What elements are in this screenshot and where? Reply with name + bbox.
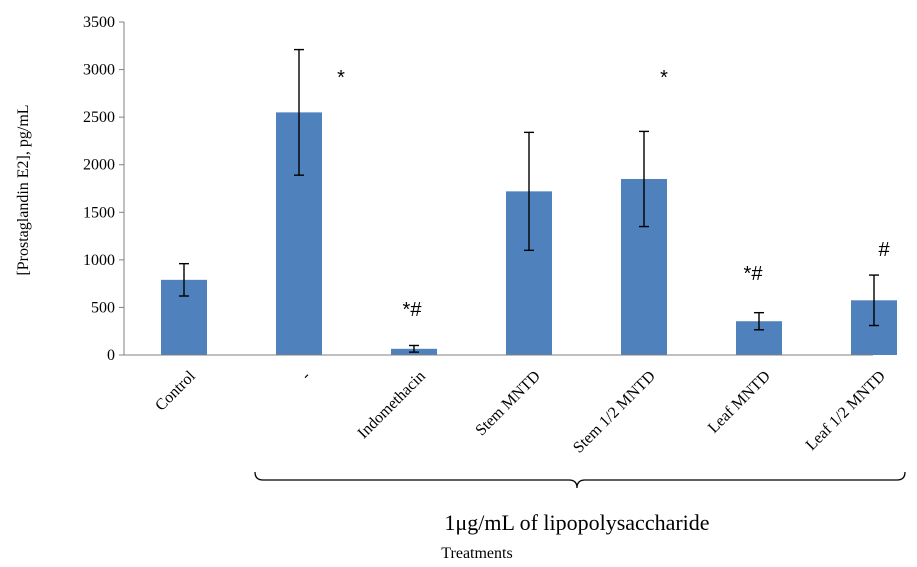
x-tick-label: Control <box>152 367 199 414</box>
x-tick-label: Leaf 1/2 MNTD <box>803 368 889 454</box>
x-tick-label: Leaf MNTD <box>705 368 774 437</box>
significance-marker: * <box>660 67 668 89</box>
significance-marker: * <box>337 67 345 89</box>
y-axis: 0 500 1000 1500 2000 2500 3000 3500 <box>83 14 125 364</box>
x-tick-label: - <box>298 368 314 384</box>
significance-marker: *# <box>403 299 423 321</box>
x-axis: Control - Indomethacin Stem MNTD Stem 1/2 MN… <box>124 354 889 457</box>
significance-annotations: * *# * *# # <box>337 67 890 321</box>
y-tick-label: 1000 <box>83 252 115 269</box>
group-bracket <box>254 471 906 489</box>
significance-marker: *# <box>744 263 764 285</box>
x-tick-label: Stem 1/2 MNTD <box>570 368 659 457</box>
y-tick-label: 2000 <box>83 157 115 174</box>
curly-brace <box>254 471 906 489</box>
y-tick-label: 3500 <box>83 14 115 31</box>
significance-marker: # <box>878 239 890 261</box>
y-tick-label: 0 <box>107 347 115 364</box>
y-tick-label: 2500 <box>83 109 115 126</box>
x-tick-label: Indomethacin <box>355 368 429 442</box>
y-tick-label: 3000 <box>83 62 115 79</box>
y-axis-label: [Prostaglandin E2], pg/mL <box>15 104 32 275</box>
y-tick-label: 500 <box>91 299 115 316</box>
error-bars <box>179 48 879 353</box>
x-axis-label: Treatments <box>441 545 512 562</box>
group-label: 1μg/mL of lipopolysaccharide <box>444 510 709 535</box>
x-tick-label: Stem MNTD <box>472 368 543 439</box>
y-tick-label: 1500 <box>83 204 115 221</box>
